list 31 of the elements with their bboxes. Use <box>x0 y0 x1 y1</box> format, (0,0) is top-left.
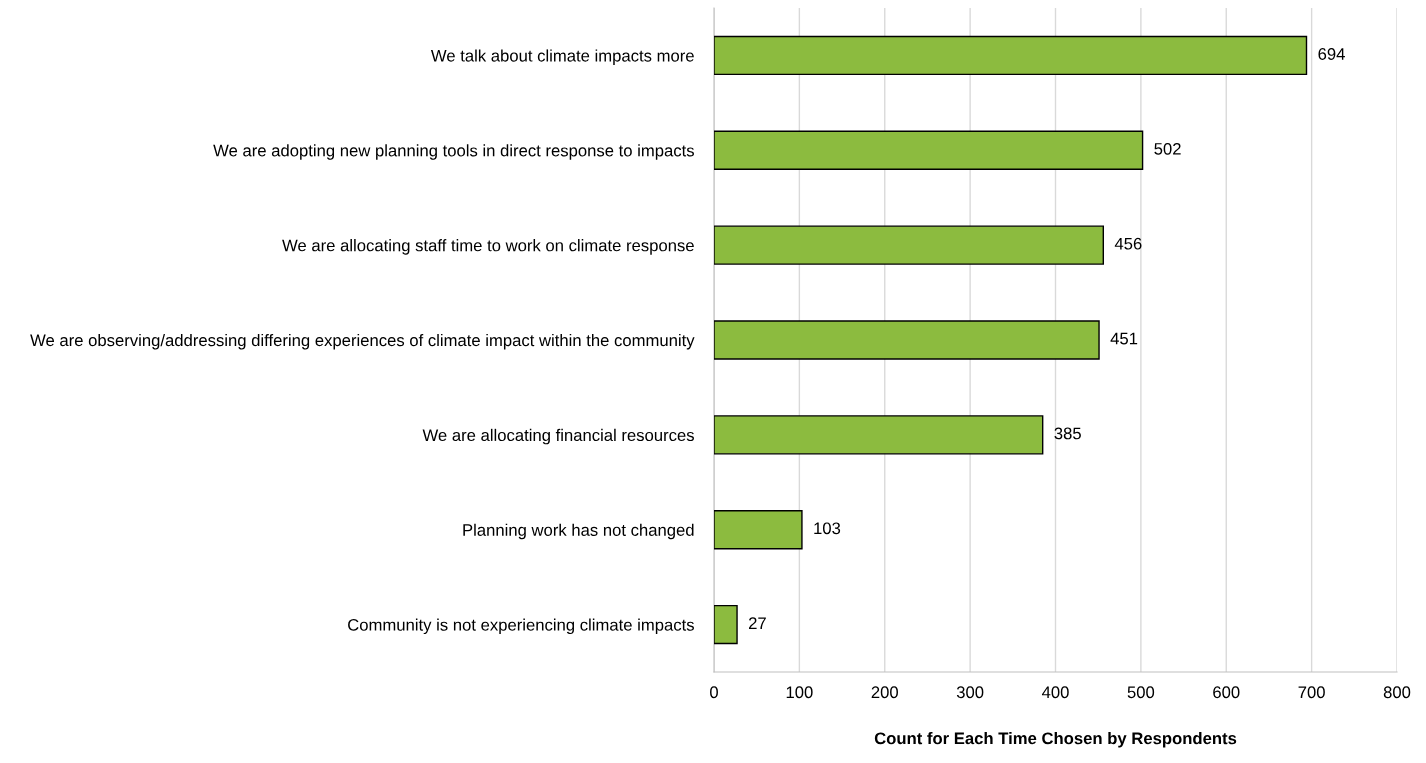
x-tick-label: 700 <box>1298 686 1325 699</box>
data-label: 385 <box>1054 427 1081 440</box>
y-tick-label: Planning work has not changed <box>463 523 694 540</box>
bar <box>714 415 1044 455</box>
y-tick-label: We are adopting new planning tools in direct response to impacts <box>213 144 694 160</box>
x-tick-label: 0 <box>710 686 718 699</box>
bar <box>714 510 803 550</box>
data-label: 502 <box>1154 142 1181 155</box>
y-tick-label: We talk about climate impacts more <box>430 49 694 65</box>
data-label: 27 <box>749 617 766 629</box>
x-tick-label: 200 <box>871 686 898 699</box>
bar <box>714 320 1100 360</box>
data-label: 103 <box>814 522 841 535</box>
bar <box>714 130 1144 170</box>
bar <box>714 604 738 645</box>
x-tick-label: 400 <box>1041 686 1069 699</box>
data-label: 456 <box>1114 237 1142 250</box>
bar <box>714 35 1308 76</box>
x-tick-label: 300 <box>956 686 984 699</box>
data-label: 451 <box>1110 332 1138 345</box>
bar <box>714 225 1105 265</box>
y-tick-label: We are allocating financial resources <box>422 428 694 445</box>
data-label: 694 <box>1318 48 1345 60</box>
x-tick-label: 100 <box>786 686 813 699</box>
y-tick-label: We are allocating staff time to work on climate response <box>282 239 694 255</box>
x-tick-label: 800 <box>1383 686 1411 699</box>
x-axis-title: Count for Each Time Chosen by Respondents <box>874 731 1237 748</box>
y-tick-label: We are observing/addressing differing experiences of climate impact within the community <box>30 333 695 350</box>
y-tick-label: Community is not experiencing climate impacts <box>348 618 694 635</box>
x-tick-label: 600 <box>1213 686 1240 699</box>
x-tick-label: 500 <box>1127 686 1155 699</box>
